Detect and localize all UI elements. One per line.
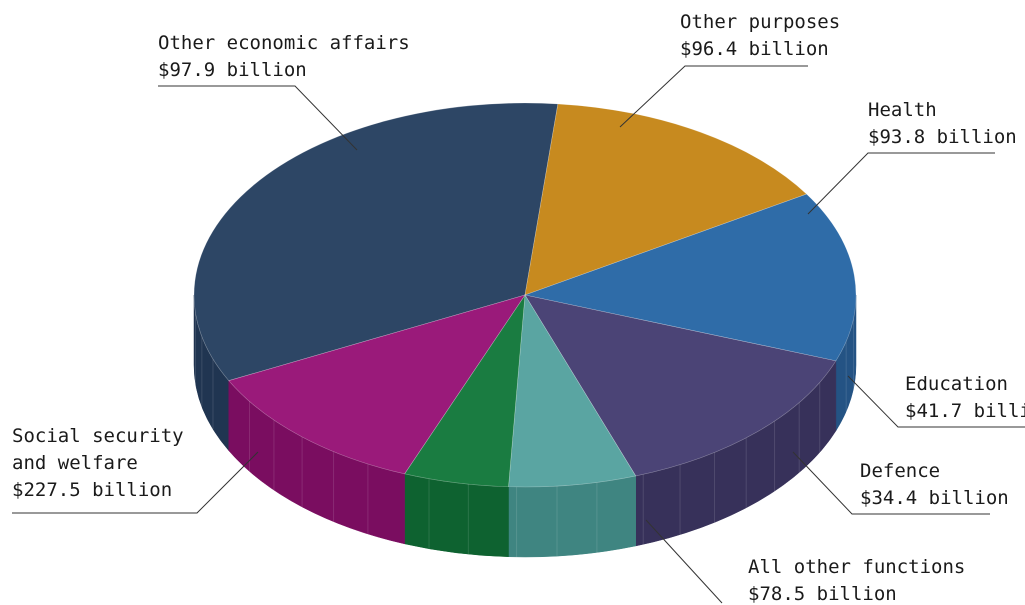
pie-sides [193,294,857,558]
leader-line-social-security [12,451,259,514]
category-label-all-other-functions: All other functions [748,556,965,578]
value-label-health: $93.8 billion [868,126,1017,148]
leader-line-defence [792,451,990,515]
value-label-social-security: $227.5 billion [12,479,172,501]
value-label-education: $41.7 billion [905,400,1025,422]
value-label-other-economic-affairs: $97.9 billion [158,59,307,81]
pie-side-education [508,475,636,558]
leader-line-health [807,152,995,215]
category-label-social-security: Social security [12,425,184,447]
pie-slices [193,102,857,488]
category-label-other-purposes: Other purposes [680,11,840,33]
leader-line-education [847,375,1025,428]
pie-slice-all-other-functions [228,294,526,475]
value-label-all-other-functions: $78.5 billion [748,583,897,605]
pie-slice-social-security [193,102,559,382]
pie-slice-education [508,294,637,488]
pie-slice-other-purposes [523,193,857,362]
leader-line-other-purposes [619,65,808,128]
leader-line-other-economic-affairs [158,85,358,151]
category-label-health: Health [868,99,937,121]
pie-slice-defence [404,293,526,488]
category-label-education: Education [905,373,1008,395]
value-label-defence: $34.4 billion [860,487,1009,509]
value-label-other-purposes: $96.4 billion [680,38,829,60]
category-label-social-security: and welfare [12,452,138,474]
pie-slice-health [524,294,837,477]
category-label-other-economic-affairs: Other economic affairs [158,32,410,54]
pie-labels: Social security and welfare $227.5 billion… [12,11,1025,605]
leader-line-all-other-functions [645,519,723,604]
category-label-defence: Defence [860,460,940,482]
pie-slice-other-economic-affairs [524,103,808,296]
